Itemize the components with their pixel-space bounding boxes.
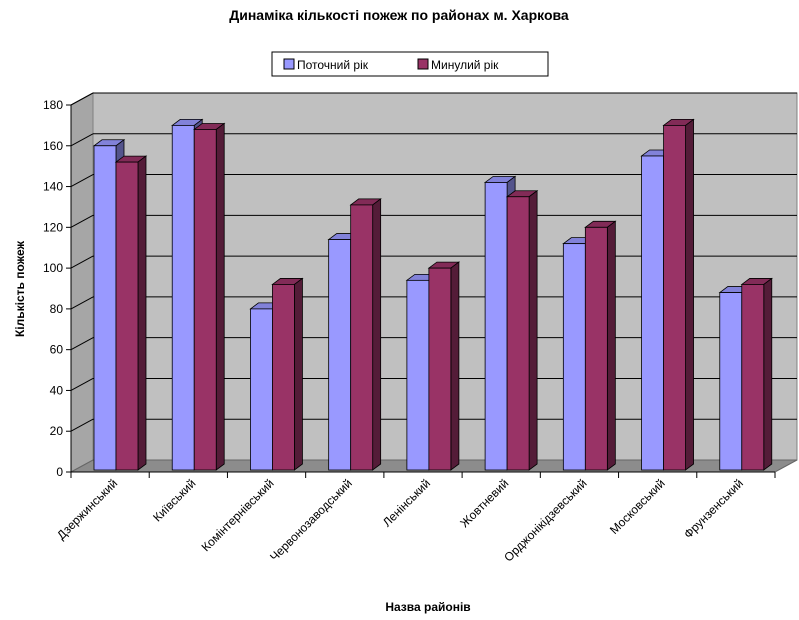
bar-last-5 xyxy=(506,196,530,471)
bar-last-6-side xyxy=(606,220,616,471)
bar-last-0 xyxy=(115,161,139,471)
bar-current-3 xyxy=(328,239,352,471)
x-tick-label: Ленінський xyxy=(380,476,433,529)
x-tick-label: Червонозаводський xyxy=(267,476,355,564)
legend-label-current-year: Поточний рік xyxy=(297,58,369,72)
legend-box xyxy=(271,51,549,77)
x-tick-label: Київський xyxy=(150,476,198,524)
legend-swatch-current-year xyxy=(283,58,295,70)
bar-current-7 xyxy=(641,155,664,471)
x-axis-title: Назва районів xyxy=(385,600,470,614)
gridline-side xyxy=(70,92,94,106)
bar-last-3 xyxy=(350,204,374,471)
x-tick-label: Жовтневий xyxy=(457,476,511,530)
y-tick-label: 120 xyxy=(43,220,63,234)
bar-last-2-side xyxy=(294,277,303,471)
bar-current-1 xyxy=(171,124,195,471)
y-tick-label: 180 xyxy=(43,98,63,112)
plot-area: 0 20 40 60 80 100 120 140 160 180 Дзержинський Київ… xyxy=(43,92,798,564)
x-tick-label: Комінтернівський xyxy=(199,476,277,554)
legend: Поточний рік Минулий рік xyxy=(271,51,549,77)
bar-last-3-side xyxy=(372,198,382,471)
gridline-side xyxy=(70,296,94,310)
x-tick-label: Дзержинський xyxy=(54,476,120,542)
bar-last-4 xyxy=(428,267,452,471)
gridline-side xyxy=(70,133,94,147)
bar-current-8 xyxy=(719,292,743,471)
y-tick-label: 60 xyxy=(50,343,64,357)
x-tick-label: Орджонікідзевський xyxy=(501,476,589,564)
x-tick-label: Фрунзенський xyxy=(681,476,746,541)
bar-last-0-side xyxy=(137,155,147,471)
gridline-side xyxy=(70,214,94,228)
bar-last-4-side xyxy=(450,261,460,471)
y-tick-label: 140 xyxy=(43,180,63,194)
bar-last-2 xyxy=(272,284,295,471)
gridline-side xyxy=(70,378,94,391)
bar-last-7 xyxy=(663,124,686,471)
bar-last-8 xyxy=(741,284,765,471)
chart-title: Динаміка кількості пожеж по районах м. Х… xyxy=(229,7,569,23)
bar-current-0 xyxy=(93,145,117,471)
bar-current-4 xyxy=(406,279,430,471)
gridline-side xyxy=(70,337,94,351)
gridline-side xyxy=(70,255,94,269)
bar-current-5 xyxy=(484,182,508,471)
gridline-side xyxy=(70,418,94,432)
bar-last-1 xyxy=(193,129,217,471)
x-tick-label: Московський xyxy=(607,476,668,537)
y-tick-label: 20 xyxy=(50,424,64,438)
y-axis-title: Кількість пожеж xyxy=(13,240,27,337)
bar-last-5-side xyxy=(528,189,538,471)
side-wall xyxy=(70,92,94,473)
y-tick-label: 160 xyxy=(43,139,63,153)
y-tick-label: 40 xyxy=(50,383,64,397)
legend-label-last-year: Минулий рік xyxy=(431,58,499,72)
legend-swatch-last-year xyxy=(417,58,429,70)
bar-current-6 xyxy=(562,243,586,471)
bar-last-7-side xyxy=(685,118,694,471)
bar-last-6 xyxy=(584,226,608,471)
gridline-side xyxy=(70,174,94,187)
bar-last-8-side xyxy=(763,277,773,471)
bar-last-1-side xyxy=(215,122,225,471)
y-tick-label: 80 xyxy=(50,302,64,316)
bar-current-2 xyxy=(250,308,273,471)
y-tick-label: 100 xyxy=(43,261,63,275)
y-tick-label: 0 xyxy=(56,465,63,479)
